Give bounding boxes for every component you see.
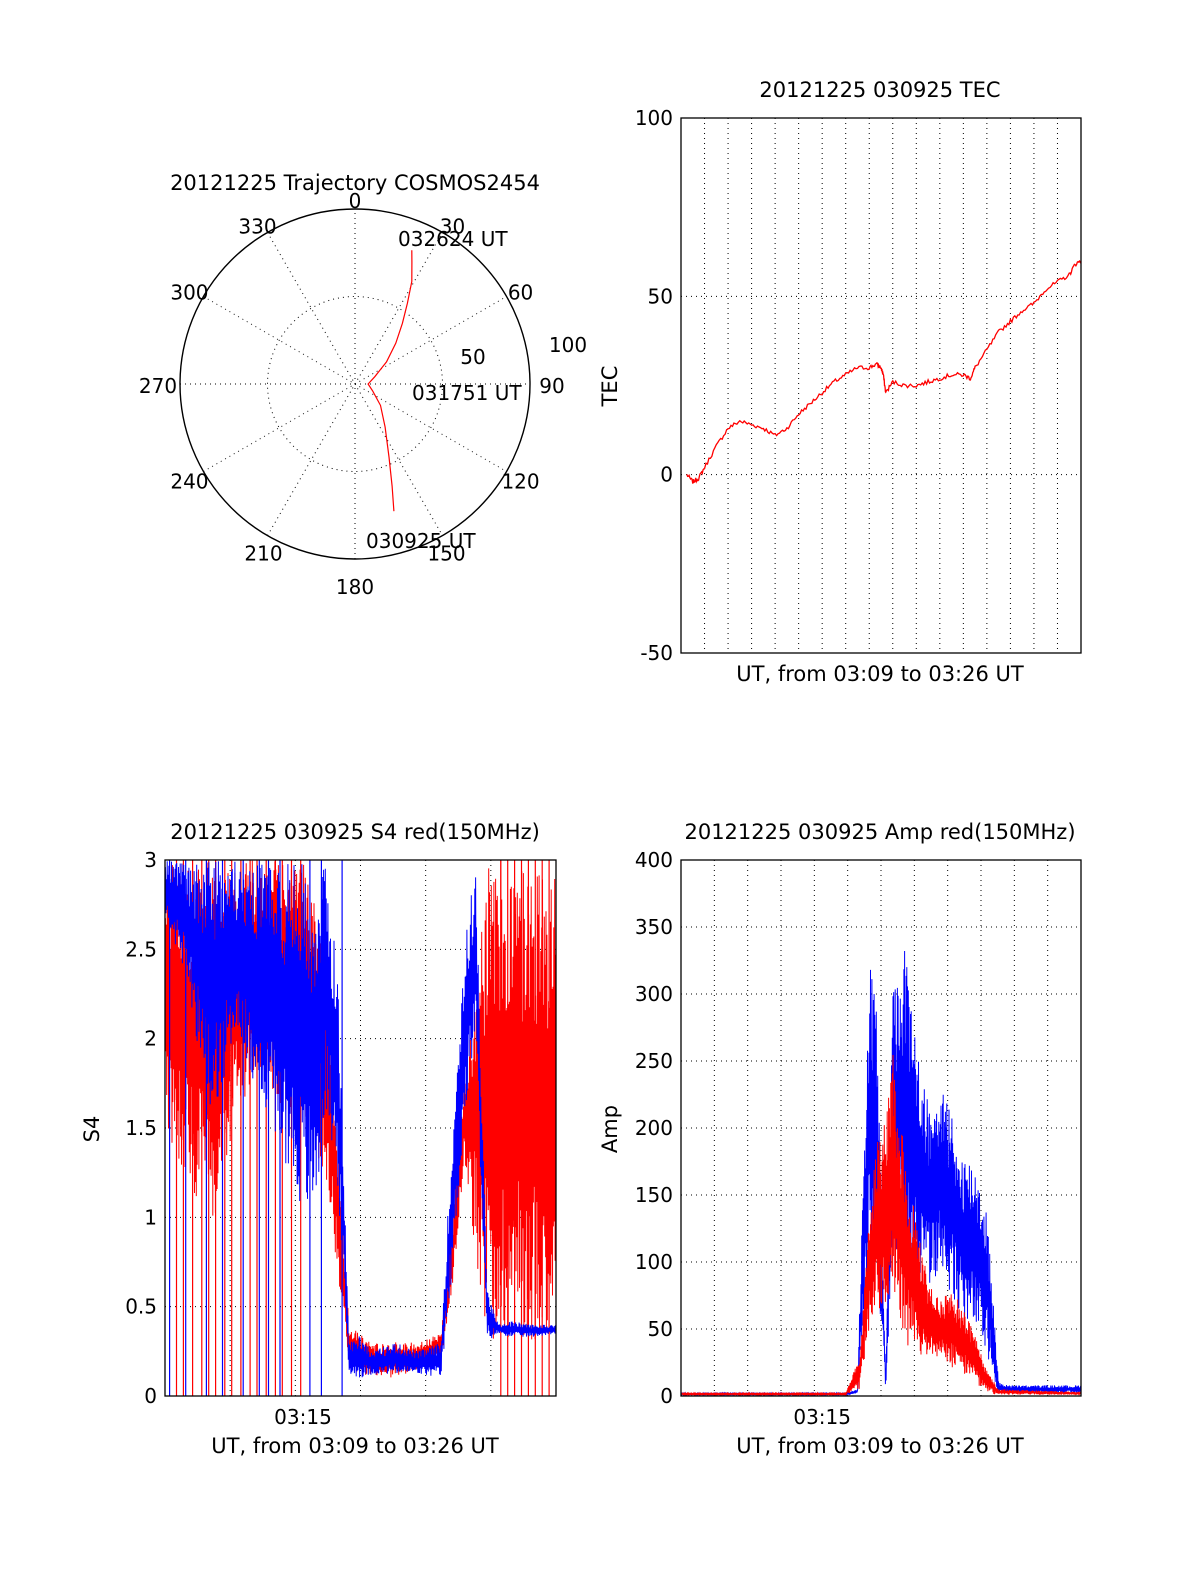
- polar-angle-label: 30: [440, 214, 465, 238]
- polar-trajectory: [367, 250, 413, 512]
- polar-angle-label: 120: [501, 470, 539, 494]
- s4-panel: 20121225 030925 S4 red(150MHz) 3 2.5 2 1.5 1…: [80, 820, 557, 1458]
- s4-ytick-label: 2: [144, 1027, 157, 1051]
- polar-angle-label: 300: [170, 281, 208, 305]
- amp-ytick-label: 50: [648, 1317, 673, 1341]
- s4-ytick-label: 0: [144, 1384, 157, 1408]
- tec-ytick-label: 0: [660, 463, 673, 487]
- amp-yticks: 400 350 300 250 200 150 100 50 0: [635, 848, 673, 1408]
- s4-frame: [164, 859, 557, 1397]
- tec-series-line: [686, 259, 1081, 484]
- polar-angle-label: 150: [427, 542, 465, 566]
- tec-xlabel: UT, from 03:09 to 03:26 UT: [736, 662, 1024, 686]
- s4-ytick-label: 2.5: [125, 937, 157, 961]
- amp-ytick-label: 200: [635, 1116, 673, 1140]
- amp-ytick-label: 150: [635, 1183, 673, 1207]
- polar-grid: [179, 208, 531, 560]
- polar-trajectory-line: [367, 250, 413, 512]
- amp-ytick-label: 0: [660, 1384, 673, 1408]
- s4-plot-area: 3 2.5 2 1.5 1 0.5 0 03:15: [125, 848, 557, 1429]
- polar-angle-label: 210: [244, 542, 282, 566]
- tec-ylabel: TEC: [598, 366, 622, 408]
- polar-angle-label: 270: [139, 374, 177, 398]
- s4-yticks: 3 2.5 2 1.5 1 0.5 0: [125, 848, 157, 1408]
- s4-ytick-label: 3: [144, 848, 157, 872]
- tec-yticks: 100 50 0 -50: [635, 106, 673, 665]
- amp-ytick-label: 250: [635, 1049, 673, 1073]
- polar-grid-circle: [267, 296, 443, 472]
- s4-series-blue: [165, 861, 556, 1378]
- polar-angle-label: 90: [539, 374, 564, 398]
- s4-xlabel: UT, from 03:09 to 03:26 UT: [211, 1434, 499, 1458]
- amp-xlabel: UT, from 03:09 to 03:26 UT: [736, 1434, 1024, 1458]
- amp-panel: 20121225 030925 Amp red(150MHz) 400 350 30…: [598, 820, 1082, 1458]
- tec-ytick-label: -50: [640, 641, 673, 665]
- polar-angle-label: 240: [170, 470, 208, 494]
- tec-grid: [681, 118, 1081, 653]
- tec-ytick-label: 50: [648, 284, 673, 308]
- amp-series-red: [681, 1054, 1081, 1396]
- s4-ytick-label: 1: [144, 1205, 157, 1229]
- polar-radius-label: 50: [460, 345, 485, 369]
- tec-panel: 20121225 030925 TEC 100 50 0 -50 UT, from 0…: [598, 78, 1082, 686]
- tec-ytick-label: 100: [635, 106, 673, 130]
- s4-xtick-label: 03:15: [274, 1405, 332, 1429]
- polar-angle-label: 0: [349, 189, 362, 213]
- s4-ylabel: S4: [80, 1116, 104, 1143]
- tec-series: [686, 259, 1081, 484]
- amp-grid: [681, 860, 1081, 1396]
- s4-ytick-label: 1.5: [125, 1116, 157, 1140]
- polar-spoke: [267, 232, 443, 536]
- polar-title: 20121225 Trajectory COSMOS2454: [170, 171, 540, 195]
- polar-angle-labels: 0 30 60 90 120 150 180 210 240 270 300 330: [139, 189, 565, 599]
- s4-title: 20121225 030925 S4 red(150MHz): [170, 820, 540, 844]
- amp-ytick-label: 350: [635, 915, 673, 939]
- polar-radius-labels: 50 100: [460, 333, 587, 369]
- amp-ylabel: Amp: [598, 1105, 622, 1153]
- polar-panel: 20121225 Trajectory COSMOS2454 0 30 60 90 12…: [139, 171, 587, 599]
- amp-ytick-label: 100: [635, 1250, 673, 1274]
- tec-title: 20121225 030925 TEC: [759, 78, 1000, 102]
- polar-angle-label: 180: [336, 575, 374, 599]
- amp-title: 20121225 030925 Amp red(150MHz): [684, 820, 1075, 844]
- s4-series: [165, 860, 556, 1396]
- s4-ytick-label: 0.5: [125, 1295, 157, 1319]
- amp-ytick-label: 400: [635, 848, 673, 872]
- amp-ytick-label: 300: [635, 982, 673, 1006]
- amp-plot-area: 400 350 300 250 200 150 100 50 0 03:15: [635, 848, 1082, 1429]
- amp-xtick-label: 03:15: [793, 1405, 851, 1429]
- polar-angle-label: 330: [238, 214, 276, 238]
- tec-plot-area: 100 50 0 -50: [635, 106, 1082, 665]
- polar-angle-label: 60: [508, 281, 533, 305]
- amp-frame: [680, 859, 1082, 1397]
- polar-radius-label: 100: [549, 333, 587, 357]
- polar-annotation-middle: 031751 UT: [412, 381, 522, 405]
- polar-annotation-end: 032624 UT: [398, 227, 508, 251]
- tec-frame: [680, 117, 1082, 654]
- amp-series-blue: [681, 950, 1081, 1396]
- amp-series: [681, 950, 1081, 1396]
- polar-annotation-start: 030925 UT: [366, 529, 476, 553]
